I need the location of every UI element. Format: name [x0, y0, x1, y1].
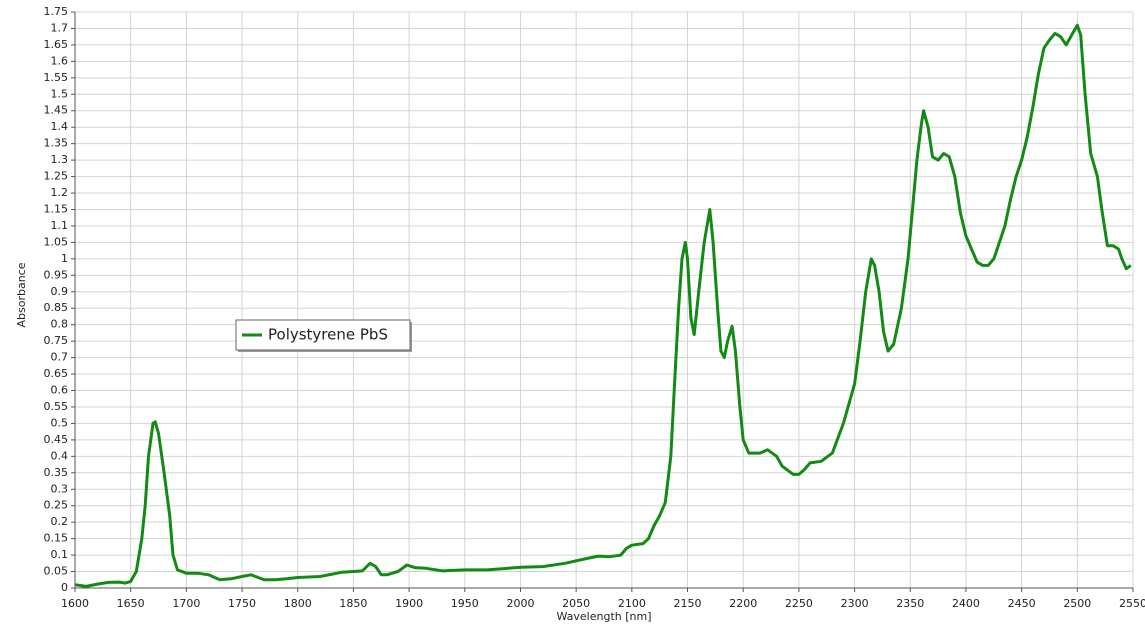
y-tick-label: 0.15: [44, 532, 69, 545]
y-tick-label: 1.6: [51, 54, 69, 67]
x-tick-label: 2000: [506, 597, 534, 610]
y-tick-label: 0.35: [44, 466, 69, 479]
y-tick-label: 1.7: [51, 21, 69, 34]
y-tick-label: 1.15: [44, 202, 69, 215]
x-tick-label: 1700: [172, 597, 200, 610]
y-tick-label: 0.7: [51, 351, 69, 364]
y-tick-label: 1.45: [44, 104, 69, 117]
y-tick-label: 1.4: [51, 120, 69, 133]
x-tick-label: 2200: [729, 597, 757, 610]
x-tick-label: 2400: [952, 597, 980, 610]
legend-box: [235, 319, 411, 351]
x-tick-label: 1800: [284, 597, 312, 610]
x-tick-label: 2450: [1008, 597, 1036, 610]
y-axis-label: Absorbance: [15, 262, 28, 327]
y-tick-label: 1.55: [44, 71, 69, 84]
x-tick-label: 2300: [841, 597, 869, 610]
x-tick-label: 1650: [117, 597, 145, 610]
x-axis-label: Wavelength [nm]: [556, 610, 651, 623]
y-tick-label: 0.25: [44, 499, 69, 512]
y-tick-label: 0.65: [44, 367, 69, 380]
legend-label: Polystyrene PbS: [268, 326, 388, 344]
y-tick-label: 0.55: [44, 400, 69, 413]
y-tick-label: 1.5: [51, 87, 69, 100]
y-tick-label: 0.2: [51, 515, 69, 528]
y-tick-label: 0.6: [51, 384, 69, 397]
x-tick-label: 2050: [562, 597, 590, 610]
y-tick-label: 1.35: [44, 137, 69, 150]
x-tick-label: 1900: [395, 597, 423, 610]
x-tick-label: 1850: [339, 597, 367, 610]
x-tick-label: 1600: [61, 597, 89, 610]
data-line: [74, 23, 1132, 588]
x-tick-label: 1950: [451, 597, 479, 610]
y-tick-label: 0.75: [44, 334, 69, 347]
y-tick-label: 0: [61, 581, 68, 594]
y-tick-label: 0.8: [51, 318, 69, 331]
y-tick-label: 0.5: [51, 416, 69, 429]
y-tick-label: 0.45: [44, 433, 69, 446]
y-tick-label: 1.25: [44, 170, 69, 183]
x-tick-label: 2100: [618, 597, 646, 610]
y-tick-label: 0.1: [51, 548, 69, 561]
y-tick-label: 1.75: [44, 5, 69, 18]
x-tick-label: 2150: [674, 597, 702, 610]
legend: Polystyrene PbS: [235, 319, 412, 352]
y-tick-label: 1.65: [44, 38, 69, 51]
y-tick-label: 0.4: [51, 449, 69, 462]
x-tick-label: 2500: [1063, 597, 1091, 610]
y-tick-label: 0.95: [44, 268, 69, 281]
y-tick-label: 1: [61, 252, 68, 265]
y-tick-label: 1.3: [51, 153, 69, 166]
y-tick-label: 0.85: [44, 301, 69, 314]
x-tick-label: 2550: [1119, 597, 1145, 610]
y-tick-label: 0.3: [51, 482, 69, 495]
x-tick-label: 1750: [228, 597, 256, 610]
y-tick-label: 1.2: [51, 186, 69, 199]
x-tick-label: 2350: [896, 597, 924, 610]
y-tick-label: 0.05: [44, 565, 69, 578]
x-tick-label: 2250: [785, 597, 813, 610]
y-tick-label: 0.9: [51, 285, 69, 298]
y-tick-label: 1.1: [51, 219, 69, 232]
y-tick-label: 1.05: [44, 235, 69, 248]
